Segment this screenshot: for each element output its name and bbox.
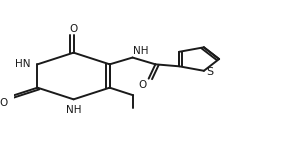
Text: HN: HN [15, 59, 31, 69]
Text: NH: NH [133, 46, 149, 56]
Text: S: S [206, 67, 213, 77]
Text: NH: NH [66, 105, 81, 115]
Text: O: O [0, 98, 8, 108]
Text: O: O [70, 24, 78, 34]
Text: O: O [138, 80, 147, 90]
